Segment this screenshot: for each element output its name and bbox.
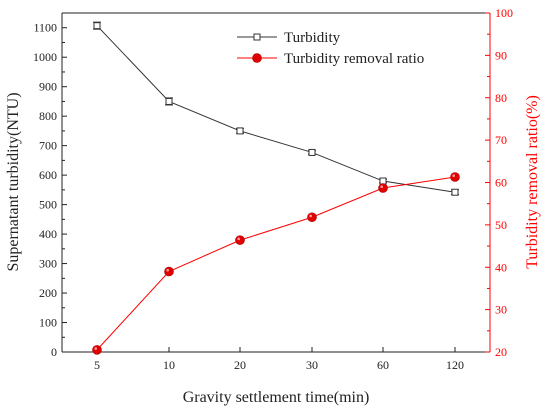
x-tick-label: 20	[234, 358, 246, 372]
left-tick-label: 900	[39, 80, 57, 94]
legend-removal-label: Turbidity removal ratio	[284, 51, 424, 67]
x-axis-ticks: 5 10 20 30 60 120	[94, 347, 464, 372]
removal-ratio-point-highlight	[309, 214, 313, 218]
legend: Turbidity Turbidity removal ratio	[237, 30, 424, 67]
removal-ratio-point-highlight	[166, 268, 169, 272]
turbidity-point	[236, 127, 244, 135]
removal-ratio-point	[92, 345, 102, 355]
right-tick-label: 20	[495, 345, 507, 359]
right-tick-label: 30	[495, 303, 507, 317]
plot-frame	[61, 12, 491, 353]
removal-ratio-point	[450, 172, 460, 182]
left-tick-label: 500	[39, 198, 57, 212]
right-tick-label: 70	[495, 133, 507, 147]
right-tick-label: 80	[495, 91, 507, 105]
left-tick-label: 400	[39, 227, 57, 241]
left-axis-ticks: 0 100 200 300 400 500 600 700 800 900 1000 1100	[33, 21, 67, 359]
right-tick-label: 100	[495, 6, 513, 20]
turbidity-series-line	[96, 25, 456, 193]
right-tick-label: 90	[495, 48, 507, 62]
left-tick-label: 800	[39, 109, 57, 123]
left-tick-label: 100	[39, 316, 57, 330]
x-tick-label: 120	[446, 358, 464, 372]
legend-turbidity-marker	[253, 33, 261, 41]
removal-ratio-point	[235, 235, 245, 245]
legend-turbidity-label: Turbidity	[284, 30, 341, 46]
right-tick-label: 40	[495, 260, 507, 274]
turbidity-point	[93, 22, 101, 30]
turbidity-point	[165, 97, 173, 105]
right-tick-label: 50	[495, 218, 507, 232]
left-tick-label: 300	[39, 257, 57, 271]
left-axis-title: Supernatant turbidity(NTU)	[5, 92, 22, 271]
series-layer	[92, 21, 460, 355]
right-axis-title: Turbidity removal ratio(%)	[524, 95, 541, 269]
legend-removal-marker	[252, 53, 262, 63]
x-tick-label: 60	[377, 358, 389, 372]
x-tick-label: 5	[94, 358, 100, 372]
removal-ratio-point-highlight	[452, 174, 456, 177]
x-axis-title: Gravity settlement time(min)	[183, 389, 370, 406]
removal-ratio-point-highlight	[237, 237, 240, 241]
removal-ratio-point	[307, 212, 317, 223]
turbidity-point	[451, 188, 459, 196]
left-tick-label: 200	[39, 286, 57, 300]
right-axis-ticks: 20 30 40 50 60 70 80 90 100	[485, 6, 513, 359]
left-tick-label: 700	[39, 139, 57, 153]
removal-ratio-point	[164, 266, 174, 277]
turbidity-point	[379, 177, 387, 185]
removal-ratio-point-highlight	[380, 185, 384, 189]
x-tick-label: 10	[163, 358, 175, 372]
removal-ratio-series-line	[96, 176, 456, 351]
removal-ratio-point	[378, 183, 388, 193]
left-tick-label: 1000	[33, 50, 57, 64]
left-tick-label: 0	[51, 345, 57, 359]
right-tick-label: 60	[495, 176, 507, 190]
turbidity-point	[308, 148, 316, 156]
left-tick-label: 600	[39, 168, 57, 182]
removal-ratio-point-highlight	[94, 347, 97, 350]
x-tick-label: 30	[306, 358, 318, 372]
left-tick-label: 1100	[33, 21, 57, 35]
